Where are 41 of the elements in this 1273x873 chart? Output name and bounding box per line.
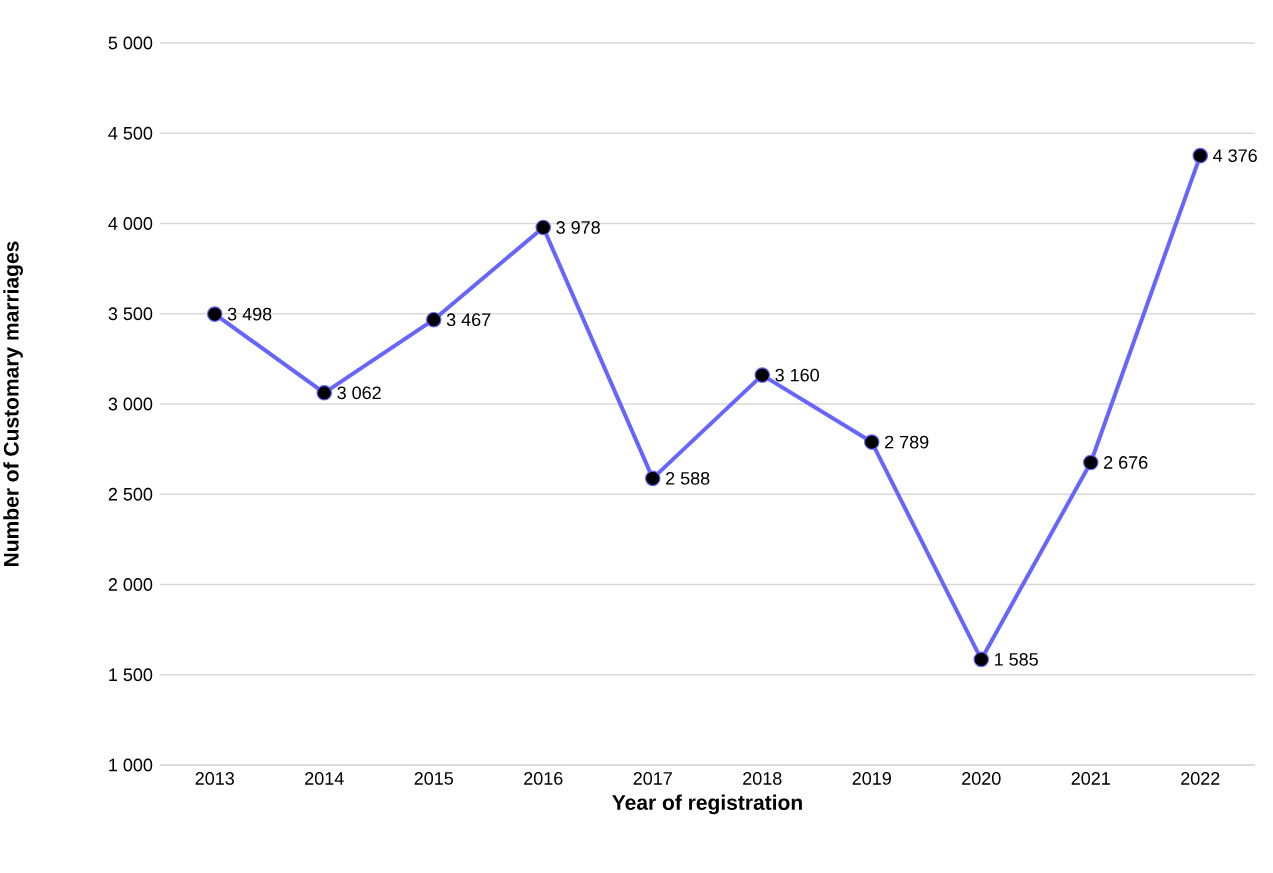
point	[425, 311, 442, 328]
x-tick-label: 2016	[524, 772, 563, 785]
point	[973, 651, 990, 668]
x-axis-title: Year of registration	[612, 794, 802, 815]
data-label: 2 789	[885, 435, 929, 449]
y-tick-label: 2 500	[108, 487, 153, 501]
data-label: 3 160	[775, 368, 819, 382]
data-label: 1 585	[995, 653, 1038, 666]
data-label: 3 498	[227, 307, 272, 321]
y-tick-label: 1 000	[109, 758, 153, 772]
y-tick-label: 4 000	[108, 217, 153, 230]
x-tick-label: 2019	[852, 772, 891, 785]
point	[1082, 454, 1099, 471]
point	[754, 367, 771, 383]
x-tick-label: 2015	[414, 772, 454, 785]
point	[863, 434, 880, 450]
data-label: 2 676	[1104, 456, 1148, 469]
y-tick-label: 3 500	[108, 307, 153, 321]
point	[644, 470, 661, 487]
y-tick-label: 1 500	[109, 668, 153, 682]
x-tick-label: 2013	[195, 772, 234, 785]
y-axis-title: Number of Customary marriages	[3, 241, 23, 566]
x-tick-label: 2022	[1181, 772, 1220, 785]
point	[206, 306, 223, 322]
x-tick-label: 2020	[962, 772, 1001, 785]
data-label: 3 978	[556, 221, 600, 234]
point	[1192, 147, 1209, 164]
data-label: 2 588	[666, 471, 710, 485]
data-label: 3 062	[337, 386, 381, 400]
y-tick-label: 5 000	[108, 36, 153, 50]
y-tick-label: 3 000	[108, 397, 153, 411]
x-tick-label: 2017	[633, 772, 672, 785]
x-tick-label: 2014	[305, 772, 344, 785]
point	[535, 219, 552, 236]
y-tick-label: 4 500	[108, 126, 153, 140]
y-tick-label: 2 000	[108, 578, 153, 591]
data-label: 4 376	[1213, 149, 1257, 163]
point	[316, 385, 333, 401]
data-label: 3 467	[446, 313, 491, 327]
x-tick-label: 2021	[1071, 772, 1110, 785]
x-tick-label: 2018	[743, 772, 782, 785]
